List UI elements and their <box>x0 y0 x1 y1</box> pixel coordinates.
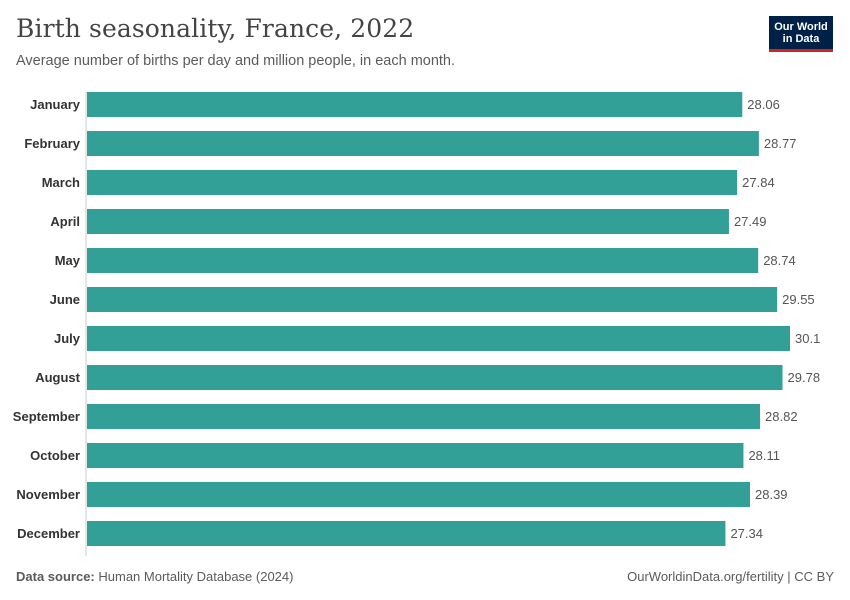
value-label-december: 27.34 <box>730 526 763 541</box>
value-label-january: 28.06 <box>747 97 780 112</box>
category-label-august: August <box>35 370 80 385</box>
bar-february[interactable] <box>87 131 759 156</box>
bar-may[interactable] <box>87 248 759 273</box>
category-label-may: May <box>55 253 81 268</box>
category-label-july: July <box>54 331 81 346</box>
category-label-september: September <box>13 409 80 424</box>
value-label-march: 27.84 <box>742 175 775 190</box>
chart-title: Birth seasonality, France, 2022 <box>16 14 415 43</box>
category-label-january: January <box>30 97 81 112</box>
category-label-march: March <box>42 175 80 190</box>
bar-march[interactable] <box>87 170 738 195</box>
value-label-august: 29.78 <box>788 370 821 385</box>
bar-november[interactable] <box>87 482 751 507</box>
chart-subtitle: Average number of births per day and mil… <box>16 53 456 69</box>
logo-line-2: in Data <box>782 32 820 45</box>
bar-december[interactable] <box>87 521 726 546</box>
value-label-april: 27.49 <box>734 214 767 229</box>
data-source-text: Human Mortality Database (2024) <box>98 569 294 584</box>
value-label-july: 30.1 <box>795 331 820 346</box>
bar-january[interactable] <box>87 92 743 117</box>
logo-line-1: Our World <box>774 20 828 33</box>
category-label-june: June <box>50 292 80 307</box>
category-label-april: April <box>50 214 80 229</box>
owid-logo[interactable]: Our World in Data <box>769 16 833 52</box>
bar-july[interactable] <box>87 326 790 351</box>
category-label-november: November <box>16 487 80 502</box>
data-source: Data source: Human Mortality Database (2… <box>16 569 293 584</box>
value-label-may: 28.74 <box>763 253 796 268</box>
bar-june[interactable] <box>87 287 778 312</box>
value-label-october: 28.11 <box>748 448 780 463</box>
bar-august[interactable] <box>87 365 783 390</box>
value-label-june: 29.55 <box>782 292 815 307</box>
value-label-february: 28.77 <box>764 136 797 151</box>
footer-link[interactable]: OurWorldinData.org/fertility | CC BY <box>627 569 834 584</box>
category-label-february: February <box>24 136 80 151</box>
bar-april[interactable] <box>87 209 729 234</box>
value-label-september: 28.82 <box>765 409 798 424</box>
bar-october[interactable] <box>87 443 744 468</box>
category-label-december: December <box>17 526 80 541</box>
value-label-november: 28.39 <box>755 487 788 502</box>
category-label-october: October <box>30 448 80 463</box>
data-source-label: Data source: <box>16 569 95 584</box>
bar-september[interactable] <box>87 404 761 429</box>
